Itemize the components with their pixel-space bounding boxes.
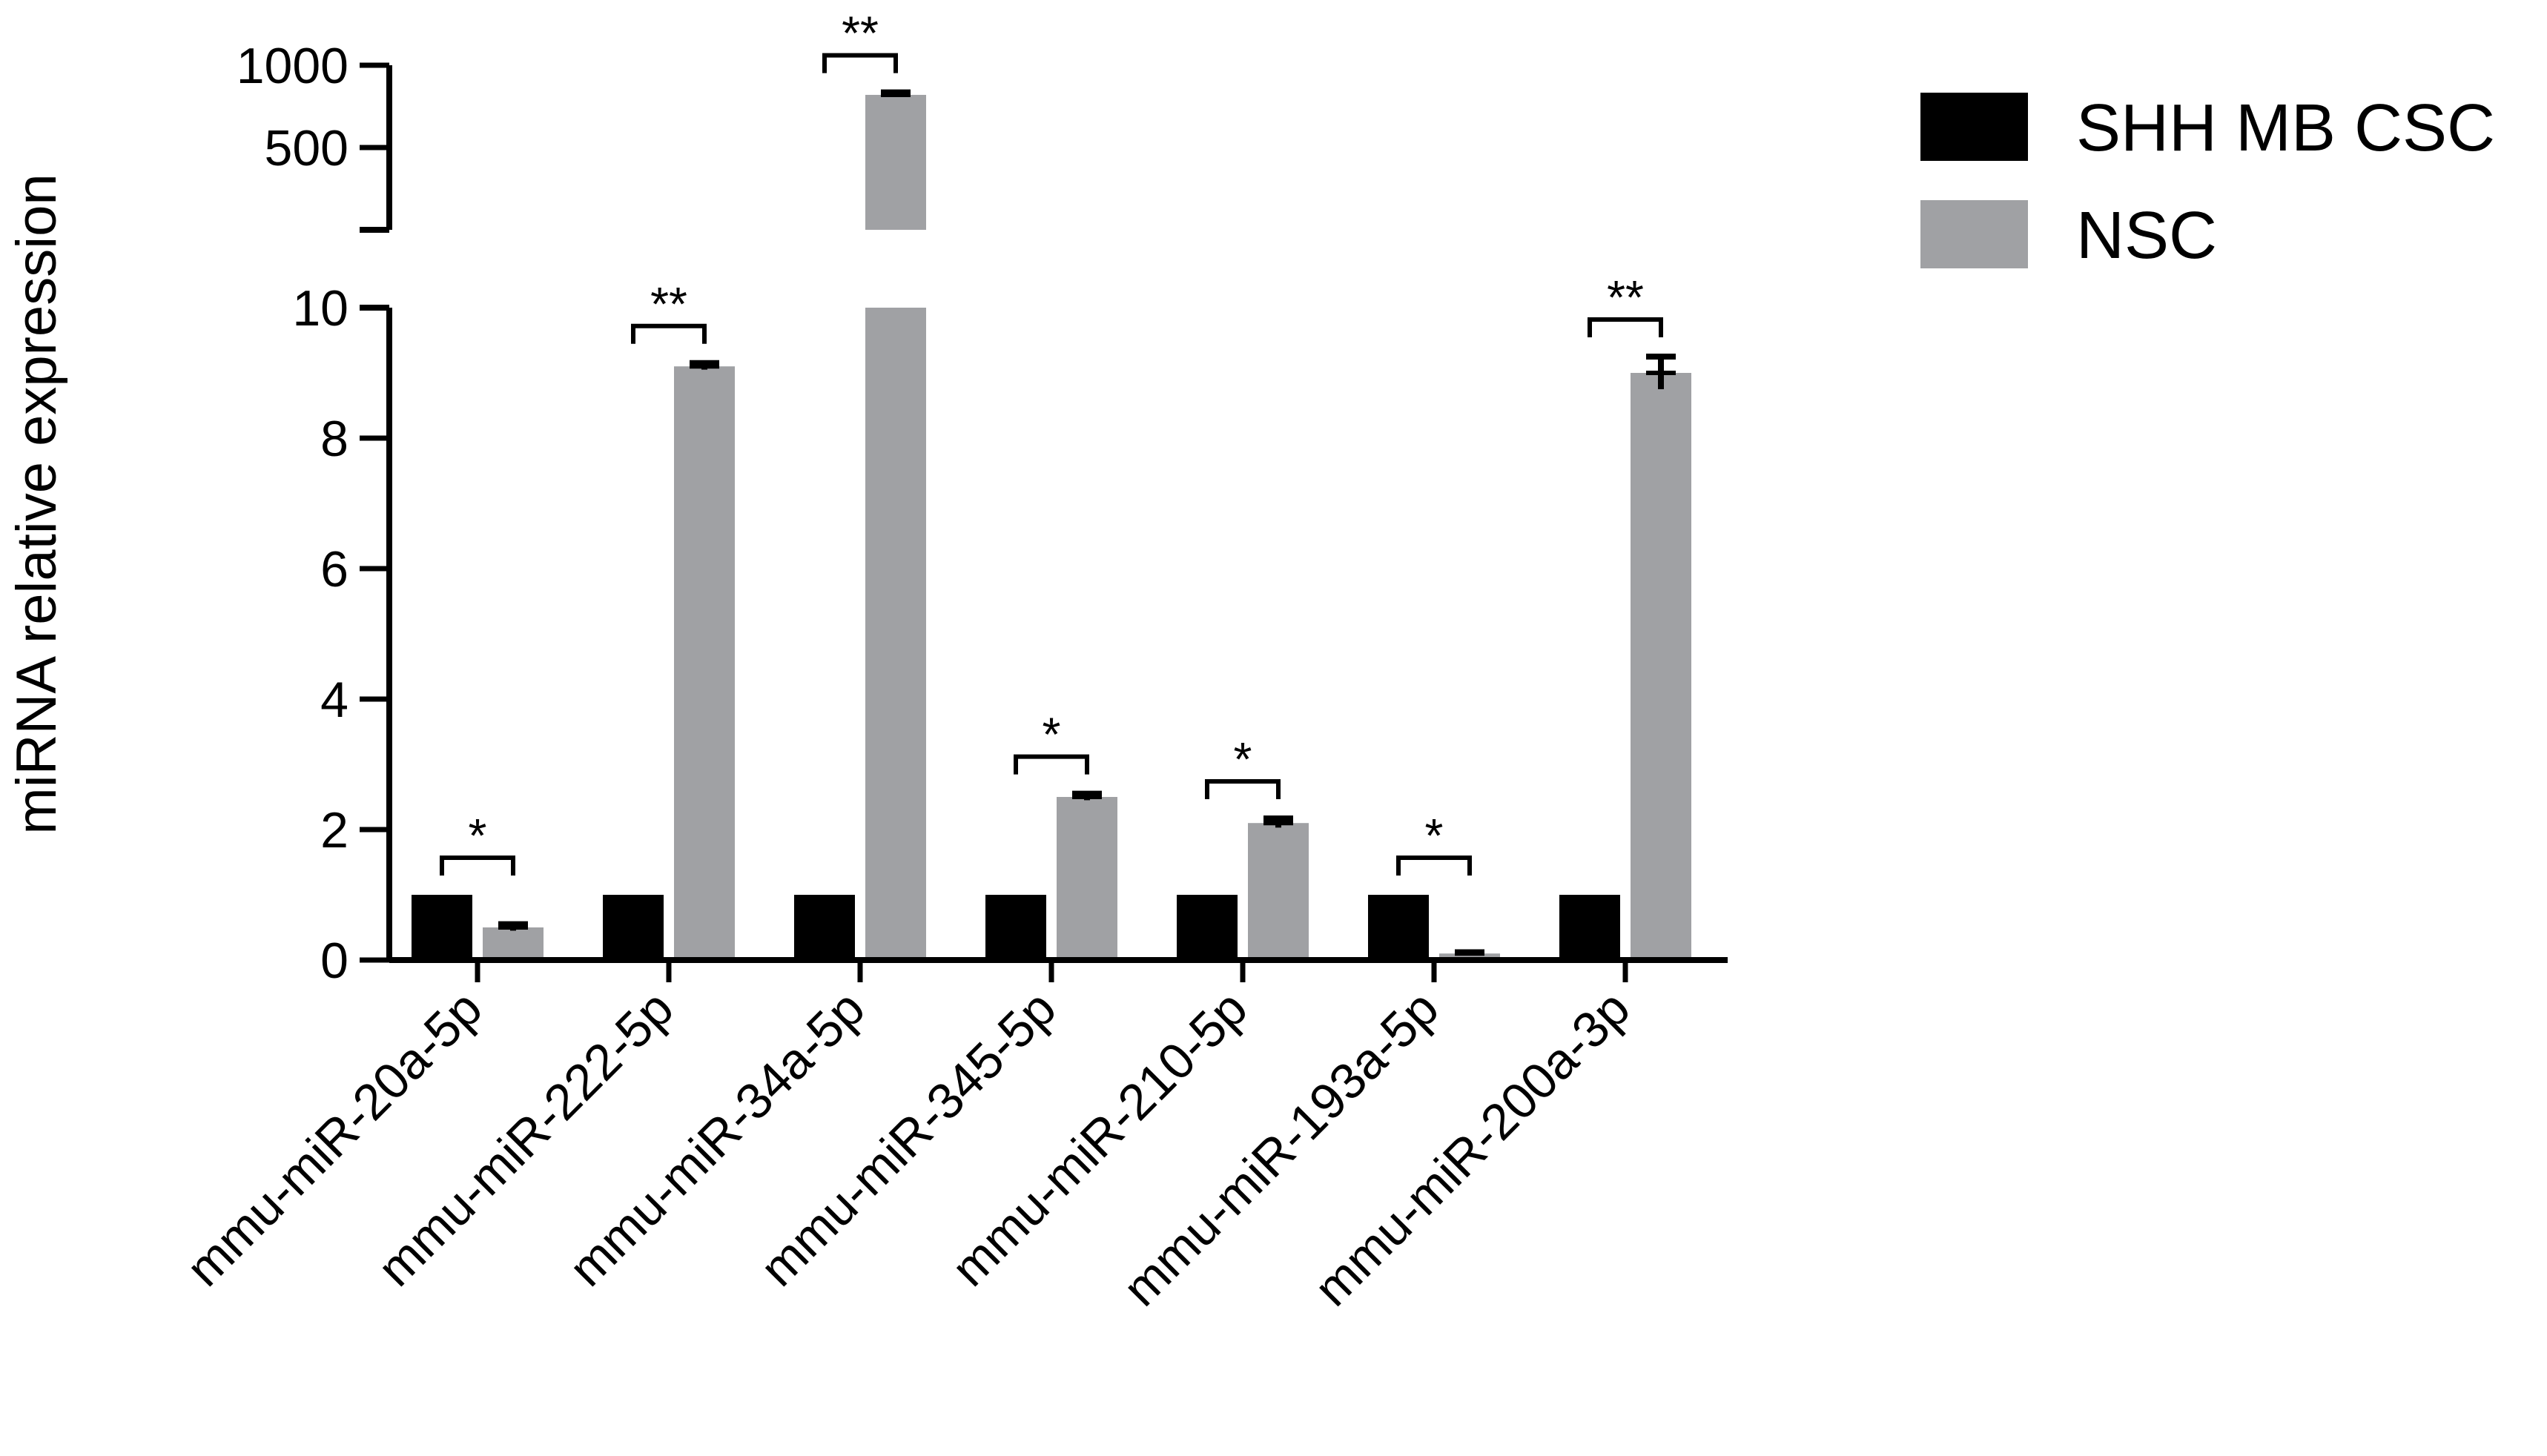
y-tick-label-lower-0: 0: [320, 933, 348, 989]
y-tick-label-upper-0: 500: [265, 120, 348, 176]
significance-layer: ****** ****: [440, 7, 1663, 876]
bar-0-3: [985, 895, 1046, 960]
significance-label-6: **: [1607, 271, 1644, 324]
bar-0-2: [794, 895, 855, 960]
y-tick-label-lower-3: 6: [320, 541, 348, 598]
bar-0-5: [1368, 895, 1429, 960]
significance-label-4: *: [1234, 732, 1252, 786]
significance-label-2: **: [842, 7, 879, 60]
significance-label-0: *: [469, 809, 487, 862]
legend-label-0: SHH MB CSC: [2076, 91, 2495, 165]
error-bars-layer: [498, 89, 1676, 956]
significance-bracket-4: [1205, 779, 1281, 800]
bar-1-5: [1439, 953, 1500, 960]
legend-swatch-0: [1920, 93, 2028, 161]
bar-1-2-upper: [865, 94, 926, 231]
bar-1-0: [483, 927, 544, 960]
bar-0-0: [412, 895, 472, 960]
bar-0-1: [603, 895, 664, 960]
y-tick-label-lower-4: 8: [320, 411, 348, 467]
bar-1-6: [1631, 373, 1691, 960]
bar-1-3: [1057, 797, 1117, 960]
significance-bracket-5: [1396, 856, 1472, 876]
bar-1-2-lower: [865, 308, 926, 960]
y-tick-label-upper-1: 1000: [237, 38, 348, 94]
legend-swatch-1: [1920, 200, 2028, 268]
bar-1-4: [1248, 823, 1309, 960]
significance-bracket-0: [440, 856, 515, 876]
x-tick-label-5: mmu-miR-193a-5p: [1112, 980, 1450, 1317]
significance-bracket-2: [822, 53, 898, 73]
y-axis-title: miRNA relative expression: [5, 173, 68, 834]
significance-bracket-6: [1588, 317, 1663, 337]
y-tick-label-lower-2: 4: [320, 672, 348, 728]
legend-label-1: NSC: [2076, 199, 2217, 273]
y-tick-label-lower-1: 2: [320, 802, 348, 858]
axes-layer: mmu-miR-20a-5pmmu-miR-222-5pmmu-miR-34a-…: [176, 38, 1728, 1317]
bar-0-4: [1177, 895, 1238, 960]
significance-label-3: *: [1043, 708, 1061, 761]
legend: SHH MB CSC NSC: [1920, 91, 2495, 273]
significance-label-5: *: [1425, 809, 1444, 862]
bars-layer: [412, 94, 1691, 960]
x-tick-label-6: mmu-miR-200a-3p: [1304, 980, 1641, 1317]
y-tick-label-lower-5: 10: [292, 280, 348, 337]
significance-label-1: **: [650, 277, 687, 331]
significance-bracket-1: [631, 323, 707, 344]
bar-1-1: [674, 366, 735, 960]
bar-0-6: [1559, 895, 1620, 960]
significance-bracket-3: [1014, 754, 1089, 775]
